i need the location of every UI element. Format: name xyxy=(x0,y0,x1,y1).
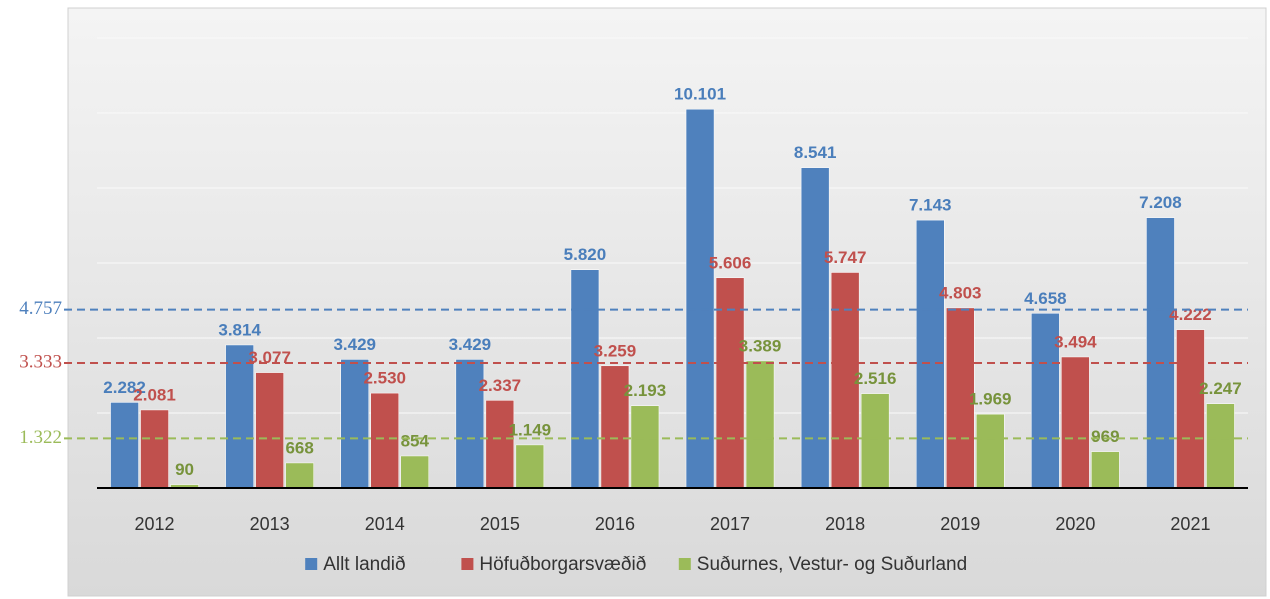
data-label: 5.820 xyxy=(564,245,607,264)
bar xyxy=(255,372,284,489)
data-label: 2.516 xyxy=(854,369,897,388)
x-tick-label: 2012 xyxy=(135,514,175,534)
reference-label: 4.757 xyxy=(19,298,62,319)
bar xyxy=(715,277,745,489)
x-tick-label: 2015 xyxy=(480,514,520,534)
x-tick-label: 2021 xyxy=(1170,514,1210,534)
x-tick-label: 2013 xyxy=(250,514,290,534)
bar xyxy=(946,307,975,489)
data-label: 3.429 xyxy=(333,335,376,354)
data-label: 854 xyxy=(401,431,430,450)
bar xyxy=(110,402,139,489)
bar xyxy=(370,392,399,489)
bar xyxy=(630,405,660,489)
x-tick-label: 2017 xyxy=(710,514,750,534)
data-label: 3.814 xyxy=(218,320,261,339)
bar xyxy=(285,462,314,489)
data-label: 2.337 xyxy=(479,376,522,395)
data-label: 668 xyxy=(285,438,313,457)
bar xyxy=(860,393,890,489)
data-label: 1.969 xyxy=(969,390,1012,409)
reference-label: 3.333 xyxy=(19,351,62,372)
data-label: 5.606 xyxy=(709,253,752,272)
bar xyxy=(1146,217,1175,489)
bar xyxy=(1206,403,1235,489)
bar xyxy=(800,167,830,489)
legend-label: Suðurnes, Vestur- og Suðurland xyxy=(697,554,967,575)
data-label: 90 xyxy=(175,460,194,479)
legend-label: Höfuðborgarsvæðið xyxy=(479,554,646,575)
data-label: 3.494 xyxy=(1054,332,1097,351)
bar xyxy=(685,108,715,489)
data-label: 2.247 xyxy=(1199,379,1242,398)
data-label: 5.747 xyxy=(824,248,867,267)
bar xyxy=(515,444,545,489)
data-label: 7.208 xyxy=(1139,193,1182,212)
data-label: 3.429 xyxy=(449,335,492,354)
x-tick-label: 2016 xyxy=(595,514,635,534)
bar xyxy=(400,455,429,489)
data-label: 4.222 xyxy=(1169,305,1212,324)
bar xyxy=(976,413,1005,489)
chart-area xyxy=(67,7,1267,597)
bar xyxy=(1176,329,1205,489)
data-label: 2.193 xyxy=(624,381,667,400)
bar xyxy=(1091,451,1120,489)
x-tick-label: 2018 xyxy=(825,514,865,534)
data-label: 8.541 xyxy=(794,143,837,162)
bar xyxy=(916,219,945,489)
data-label: 4.803 xyxy=(939,283,982,302)
reference-label: 1.322 xyxy=(19,427,62,448)
x-tick-label: 2020 xyxy=(1055,514,1095,534)
data-label: 2.282 xyxy=(103,378,146,397)
data-label: 969 xyxy=(1091,427,1119,446)
data-label: 2.530 xyxy=(363,369,406,388)
bar xyxy=(570,269,600,489)
bar xyxy=(1061,356,1090,489)
bar xyxy=(745,360,775,489)
bar xyxy=(140,409,169,489)
legend-label: Allt landið xyxy=(323,554,405,575)
legend-swatch xyxy=(678,558,691,570)
data-label: 10.101 xyxy=(674,85,726,104)
data-label: 1.149 xyxy=(509,420,552,439)
data-label: 2.081 xyxy=(133,385,176,404)
x-tick-label: 2014 xyxy=(365,514,405,534)
data-label: 7.143 xyxy=(909,196,952,215)
data-label: 3.077 xyxy=(248,348,291,367)
data-label: 4.658 xyxy=(1024,289,1067,308)
data-label: 3.259 xyxy=(594,341,637,360)
bar xyxy=(455,359,485,489)
bar xyxy=(1031,313,1060,489)
data-label: 3.389 xyxy=(739,336,782,355)
bar xyxy=(485,400,515,489)
bar xyxy=(340,359,369,489)
legend-swatch xyxy=(461,558,474,570)
x-tick-label: 2019 xyxy=(940,514,980,534)
legend-swatch xyxy=(305,558,318,570)
bar xyxy=(225,344,254,489)
